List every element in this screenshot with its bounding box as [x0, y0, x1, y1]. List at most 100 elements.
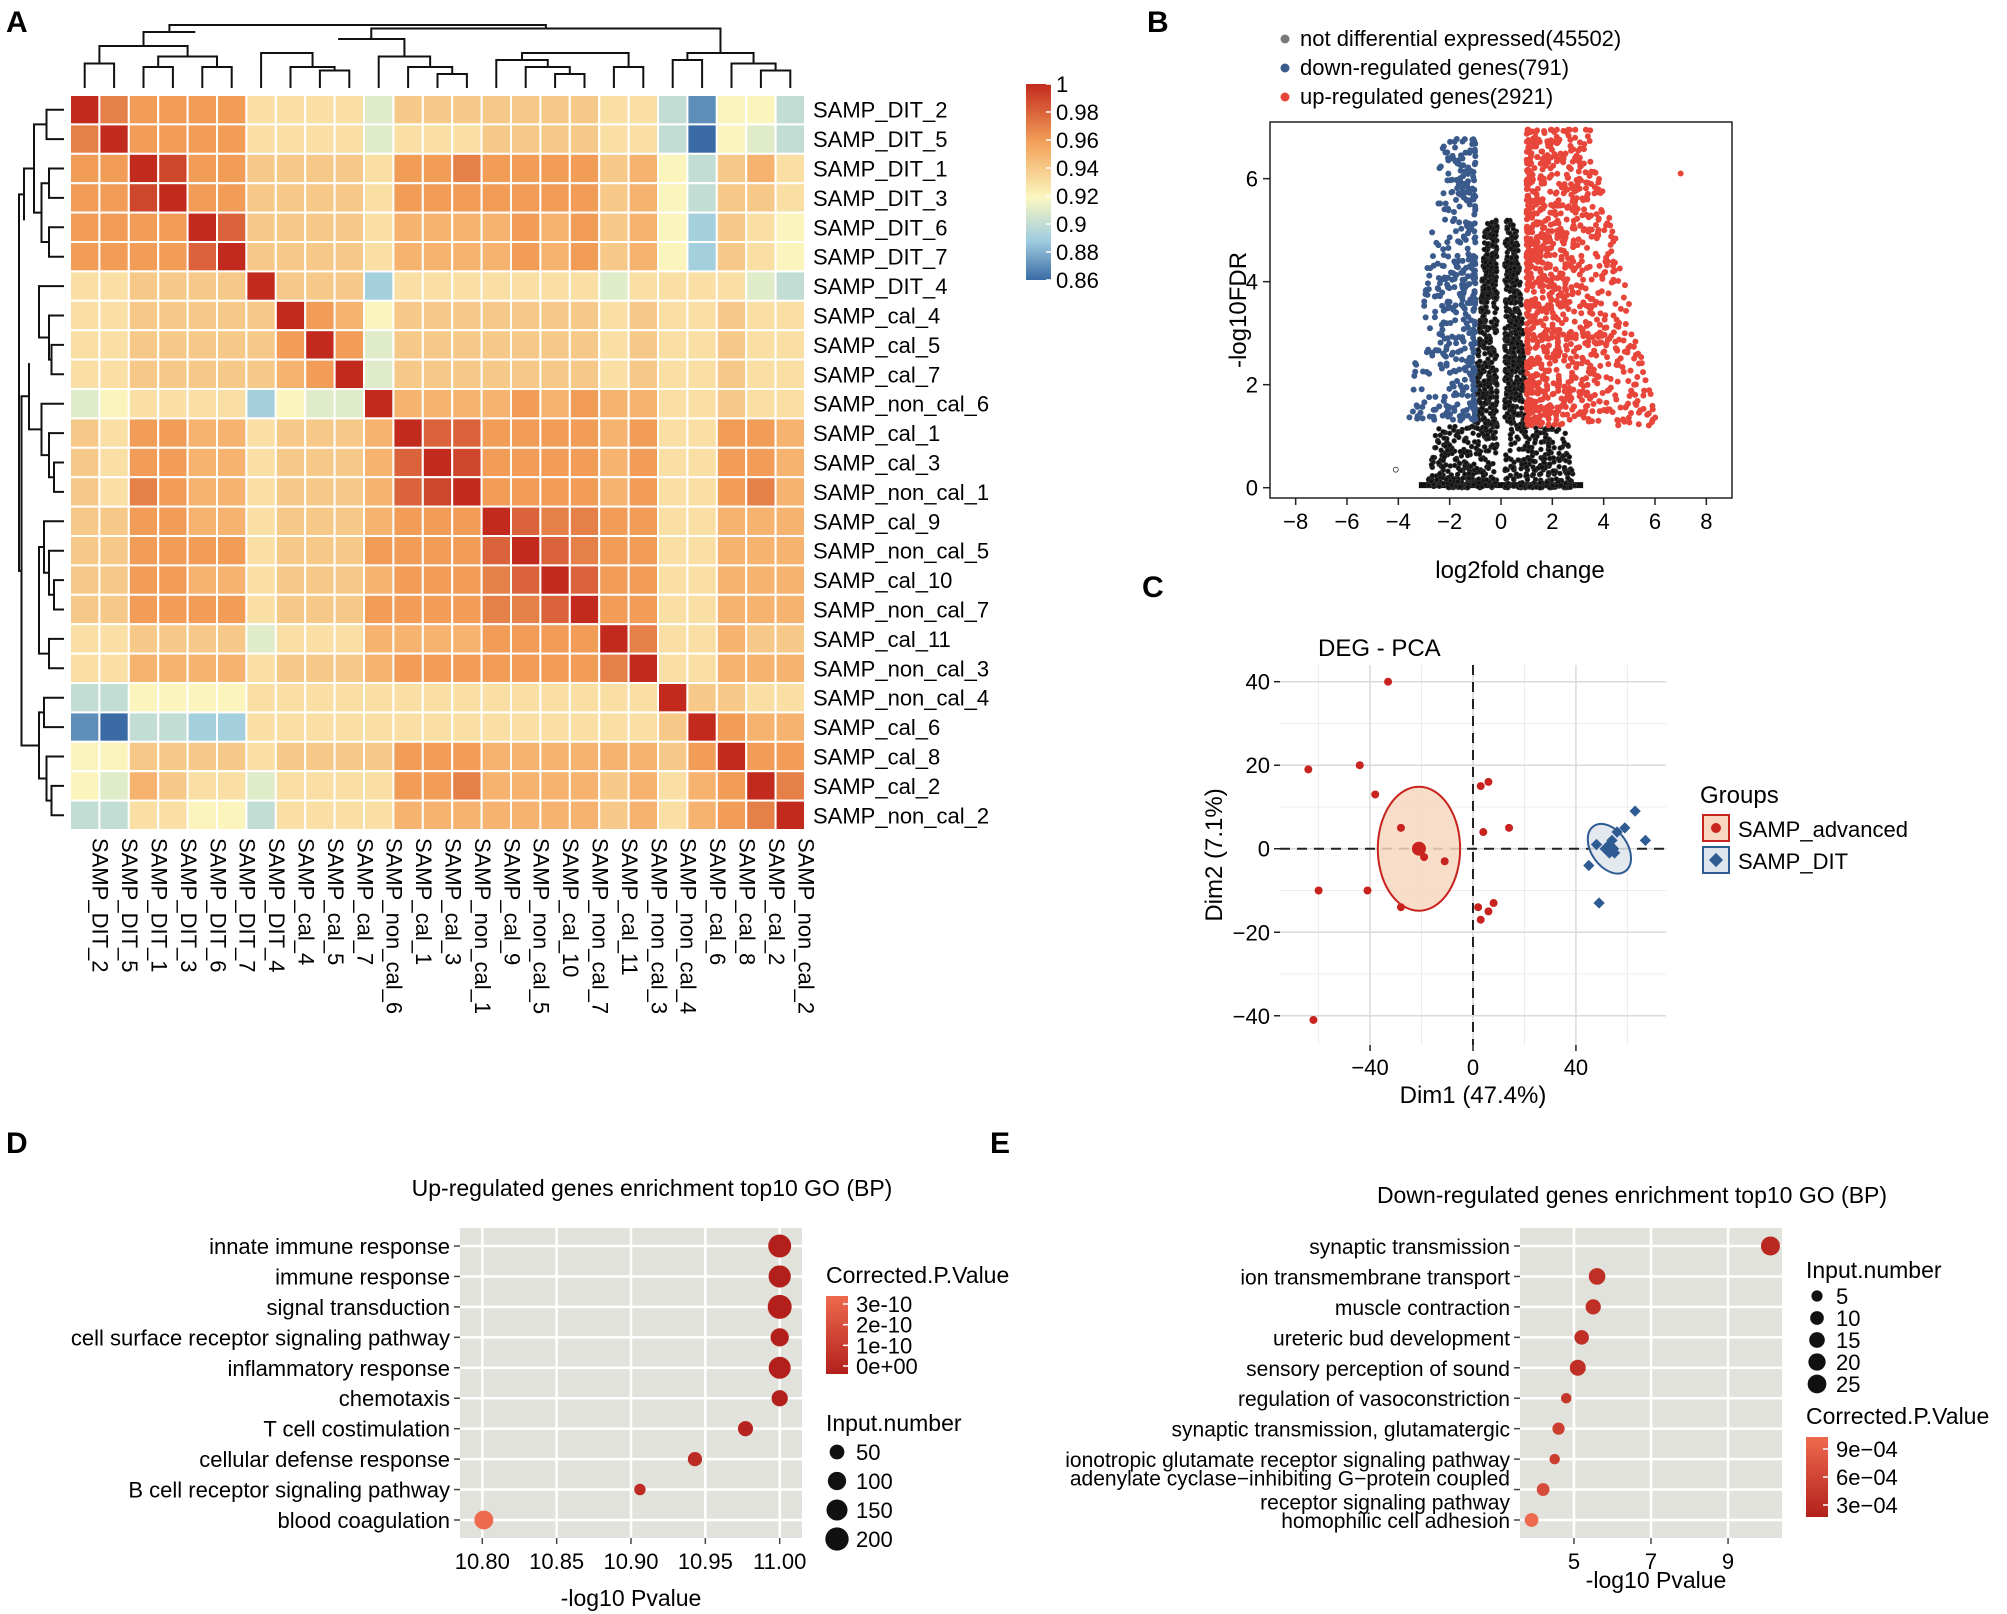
heatmap-cell — [627, 770, 659, 802]
up-point — [1570, 237, 1577, 244]
up-point — [1571, 308, 1578, 315]
heatmap-cell — [715, 123, 748, 155]
up-point — [1603, 374, 1610, 381]
not-de-point — [1507, 447, 1513, 454]
down-point — [1429, 229, 1436, 236]
row-label: SAMP_cal_9 — [813, 509, 940, 534]
go-term-label: muscle contraction — [1335, 1297, 1510, 1320]
column-labels: SAMP_DIT_2 SAMP_DIT_5 SAMP_DIT_1 SAMP_DIT_3… — [88, 838, 819, 1014]
go-point — [1536, 1483, 1550, 1496]
volcano-plot-frame — [1269, 121, 1733, 499]
not-de-point — [1506, 355, 1512, 361]
y-tick-label: 0 — [1246, 476, 1258, 501]
up-point — [1537, 422, 1544, 429]
heatmap-cell — [657, 446, 689, 479]
heatmap-cell — [333, 476, 366, 508]
heatmap-cell — [69, 682, 101, 714]
go-up-points — [474, 1234, 792, 1530]
down-point — [1437, 163, 1444, 170]
down-point — [1441, 335, 1448, 342]
pca-point — [1583, 859, 1595, 872]
volcano-legend: not differential expressed(45502)down-re… — [1280, 26, 1621, 109]
row-label: SAMP_cal_3 — [813, 451, 940, 476]
legend-dot — [1280, 92, 1290, 102]
not-de-point — [1492, 450, 1499, 456]
up-point — [1524, 320, 1531, 327]
dendrogram-branch — [40, 402, 64, 457]
not-de-point — [1488, 319, 1495, 325]
heatmap-cell — [510, 299, 542, 332]
not-de-point — [1505, 380, 1512, 387]
not-de-point — [1437, 471, 1443, 477]
down-point — [1435, 242, 1442, 249]
down-point — [1435, 274, 1442, 281]
heatmap-cell — [510, 740, 542, 773]
heatmap-cell — [539, 299, 571, 332]
up-point — [1524, 126, 1531, 133]
size-legend-label: 10 — [1836, 1306, 1860, 1331]
up-point — [1571, 318, 1578, 325]
down-point — [1443, 320, 1450, 327]
up-point — [1575, 236, 1582, 243]
heatmap-cell — [157, 564, 189, 596]
heatmap-cell — [363, 593, 395, 626]
up-point — [1523, 260, 1530, 267]
heatmap-cell — [745, 652, 777, 684]
heatmap-cell — [510, 446, 542, 479]
up-point — [1564, 276, 1571, 283]
row-dendrogram — [18, 108, 64, 817]
heatmap-cell — [421, 123, 454, 155]
up-point — [1532, 242, 1539, 249]
up-point — [1635, 421, 1642, 428]
up-point — [1527, 144, 1534, 151]
heatmap-cell — [127, 535, 160, 567]
down-point — [1457, 347, 1464, 354]
not-de-point — [1488, 352, 1494, 358]
down-point — [1449, 416, 1456, 423]
down-point — [1460, 303, 1467, 310]
down-point — [1460, 338, 1467, 345]
heatmap-cell — [274, 740, 307, 773]
x-tick-label: 11.00 — [753, 1549, 806, 1574]
up-point — [1599, 390, 1606, 397]
heatmap-cell — [98, 329, 130, 361]
heatmap-cell — [392, 770, 424, 802]
down-point — [1471, 161, 1478, 168]
not-de-point — [1511, 283, 1518, 289]
down-point — [1445, 303, 1452, 310]
heatmap-cell — [421, 446, 454, 479]
down-point — [1472, 239, 1479, 246]
down-point — [1450, 208, 1457, 215]
up-point — [1547, 221, 1554, 228]
heatmap-cell — [657, 329, 689, 361]
down-point — [1461, 189, 1468, 196]
not-de-point — [1510, 222, 1516, 228]
up-point — [1523, 148, 1530, 155]
heatmap-cell — [510, 623, 542, 655]
go-up-x-label: -log10 Pvalue — [561, 1585, 702, 1611]
down-point — [1459, 388, 1466, 395]
heatmap-cell — [480, 211, 513, 244]
heatmap-cell — [715, 388, 748, 420]
down-point — [1472, 153, 1479, 160]
heatmap-cell — [774, 211, 806, 244]
go-term-label: cellular defense response — [199, 1447, 450, 1472]
heatmap-cell — [774, 682, 806, 714]
go-term-label: T cell costimulation — [263, 1417, 450, 1442]
up-point — [1614, 358, 1621, 365]
heatmap-cell — [657, 799, 689, 831]
up-point — [1605, 290, 1612, 297]
up-point — [1524, 240, 1531, 247]
up-point — [1554, 170, 1561, 177]
up-point — [1572, 209, 1579, 216]
pca-point — [1440, 857, 1449, 866]
heatmap-cell — [157, 623, 189, 655]
dendrogram-branch — [338, 38, 406, 57]
heatmap-cell — [98, 241, 130, 273]
not-de-point — [1521, 456, 1527, 463]
heatmap-cell — [715, 564, 748, 596]
up-point — [1546, 360, 1553, 367]
up-point — [1593, 316, 1600, 323]
up-point — [1580, 276, 1587, 283]
heatmap-cell — [598, 505, 630, 538]
